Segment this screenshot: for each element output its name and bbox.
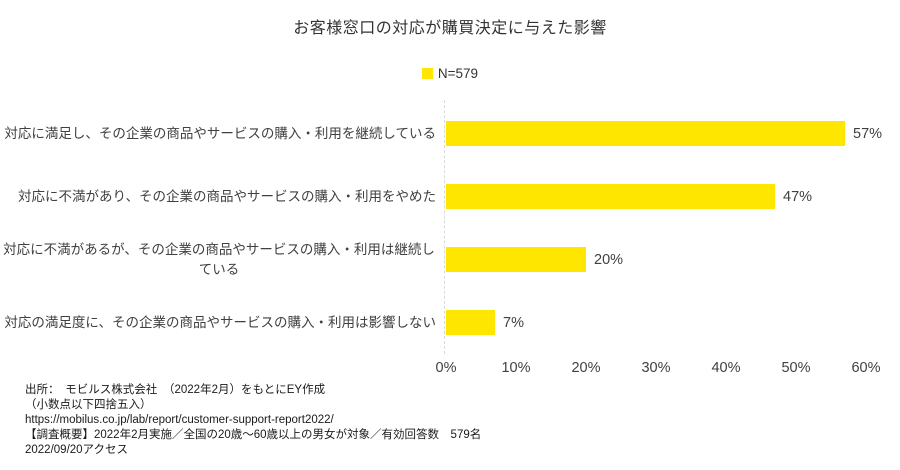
bar-area: 7% — [444, 291, 900, 354]
category-label-text: 対応の満足度に、その企業の商品やサービスの購入・利用は影響しない — [4, 314, 436, 330]
x-axis-tick: 30% — [641, 360, 671, 376]
source-footer: 出所： モビルス株式会社 （2022年2月）をもとにEY作成 （小数点以下四捨五… — [25, 383, 481, 458]
x-axis-tick: 60% — [851, 360, 881, 376]
source-line: 出所： モビルス株式会社 （2022年2月）をもとにEY作成 — [25, 384, 326, 396]
plot-area: 対応に満足し、その企業の商品やサービスの購入・利用を継続している 57% 対応に… — [0, 102, 900, 354]
category-label-text: 対応に不満があり、その企業の商品やサービスの購入・利用をやめた — [18, 188, 436, 204]
value-label: 20% — [594, 251, 624, 268]
category-label: 対応に不満があり、その企業の商品やサービスの購入・利用をやめた — [0, 165, 444, 228]
x-axis-tick: 10% — [501, 360, 531, 376]
bar — [446, 121, 845, 146]
access-date: 2022/09/20アクセス — [25, 444, 128, 456]
legend-swatch-icon — [421, 68, 433, 79]
survey-overview: 【調査概要】2022年2月実施／全国の20歳～60歳以上の男女が対象／有効回答数… — [25, 429, 482, 441]
bar-area: 47% — [444, 165, 900, 228]
x-axis-tick: 20% — [571, 360, 601, 376]
bar — [446, 247, 586, 272]
bar — [446, 184, 775, 209]
category-label: 対応に不満があるが、その企業の商品やサービスの購入・利用は継続している — [0, 228, 444, 291]
value-label: 7% — [503, 314, 524, 331]
category-label-text: 対応に満足し、その企業の商品やサービスの購入・利用を継続している — [4, 125, 436, 141]
category-label: 対応に満足し、その企業の商品やサービスの購入・利用を継続している — [0, 102, 444, 165]
chart-title: お客様窓口の対応が購買決定に与えた影響 — [293, 20, 607, 37]
bar — [446, 310, 495, 335]
bar-area: 57% — [444, 102, 900, 165]
category-label: 対応の満足度に、その企業の商品やサービスの購入・利用は影響しない — [0, 291, 444, 354]
bar-area: 20% — [444, 228, 900, 291]
x-axis: 0% 10% 20% 30% 40% 50% 60% — [436, 360, 881, 380]
x-axis-tick: 50% — [781, 360, 811, 376]
y-axis-line — [444, 100, 445, 354]
bar-row: 対応に不満があり、その企業の商品やサービスの購入・利用をやめた 47% — [0, 165, 900, 228]
bar-row: 対応の満足度に、その企業の商品やサービスの購入・利用は影響しない 7% — [0, 291, 900, 354]
source-url: https://mobilus.co.jp/lab/report/custome… — [25, 414, 334, 426]
rounding-note: （小数点以下四捨五入） — [25, 399, 152, 411]
legend-label: N=579 — [437, 66, 479, 81]
value-label: 57% — [853, 125, 883, 142]
bar-row: 対応に満足し、その企業の商品やサービスの購入・利用を継続している 57% — [0, 102, 900, 165]
x-axis-tick: 0% — [435, 360, 457, 376]
bar-row: 対応に不満があるが、その企業の商品やサービスの購入・利用は継続している 20% — [0, 228, 900, 291]
value-label: 47% — [783, 188, 813, 205]
legend: N=579 — [0, 66, 900, 81]
x-axis-tick: 40% — [711, 360, 741, 376]
category-label-text: 対応に不満があるが、その企業の商品やサービスの購入・利用は継続している — [3, 241, 435, 277]
